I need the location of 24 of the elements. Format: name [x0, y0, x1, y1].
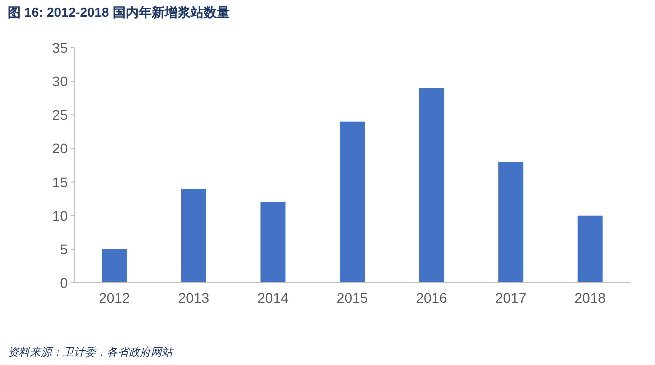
chart-title: 图 16: 2012-2018 国内年新增浆站数量 [8, 5, 230, 20]
y-tick-label: 25 [52, 107, 68, 124]
bar [181, 189, 206, 283]
bar [102, 249, 128, 283]
y-tick-label: 5 [60, 241, 68, 258]
y-tick-label: 35 [52, 40, 68, 56]
x-tick-label: 2015 [336, 290, 368, 306]
y-tick-label: 20 [52, 140, 68, 157]
x-tick-label: 2013 [178, 290, 210, 306]
x-tick-label: 2012 [99, 290, 130, 306]
y-tick-label: 15 [52, 174, 68, 190]
y-tick-label: 0 [60, 275, 68, 291]
x-tick-label: 2017 [495, 290, 527, 306]
bar [498, 162, 524, 283]
text: 资料来源：卫计委，各省政府网站 [8, 346, 175, 359]
bar [260, 202, 286, 283]
x-tick-label: 2016 [416, 290, 448, 306]
y-tick-label: 30 [52, 74, 68, 90]
bar [578, 216, 603, 283]
x-tick-label: 2018 [574, 290, 606, 306]
y-tick-label: 10 [52, 208, 68, 224]
x-tick-label: 2014 [258, 290, 289, 306]
bar [340, 122, 365, 283]
bar [419, 88, 444, 283]
